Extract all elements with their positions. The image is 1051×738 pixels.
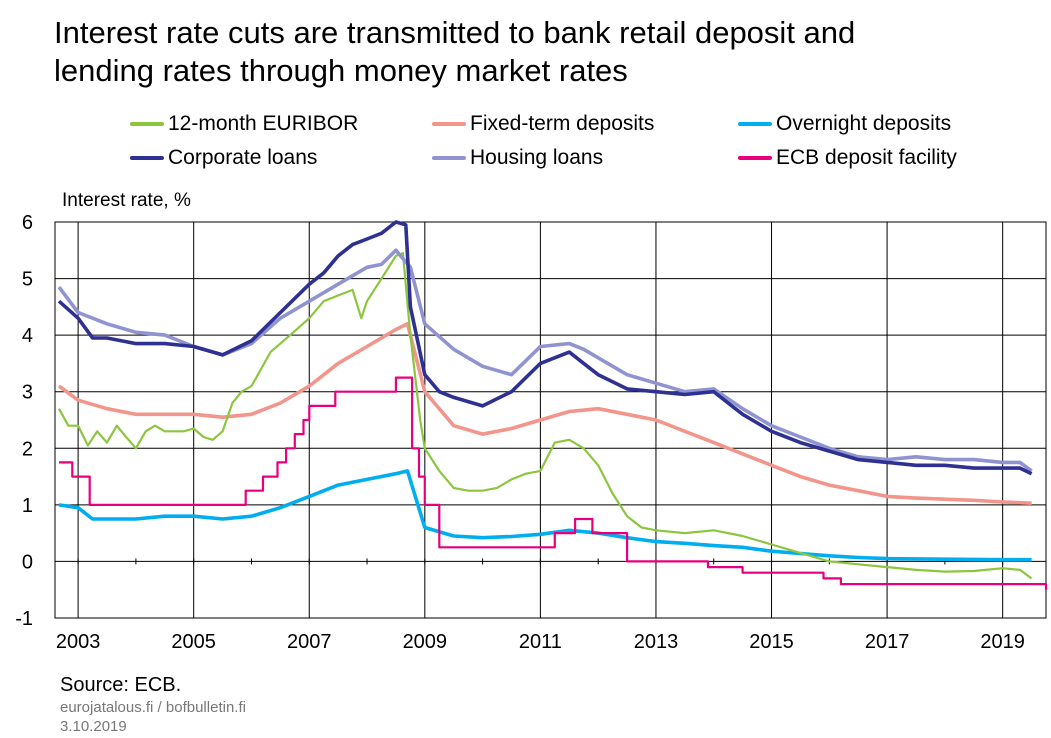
x-tick-label-0: 2003 [56, 631, 101, 653]
footer-date: 3.10.2019 [60, 718, 127, 735]
x-tick-label-5: 2013 [634, 631, 679, 653]
x-tick-label-3: 2009 [403, 631, 448, 653]
y-tick-label-3: 2 [22, 438, 33, 460]
y-tick-label-1: 0 [22, 551, 33, 573]
y-tick-label-7: 6 [22, 212, 33, 234]
chart-title-line-2: lending rates through money market rates [54, 53, 628, 88]
x-tick-label-7: 2017 [865, 631, 910, 653]
y-tick-label-2: 1 [22, 495, 33, 517]
x-tick-label-2: 2007 [287, 631, 332, 653]
y-tick-label-6: 5 [22, 269, 33, 291]
series-line-0 [58, 252, 1033, 580]
x-tick-label-4: 2011 [519, 631, 562, 653]
series-line-1 [57, 322, 1032, 505]
y-tick-label-4: 3 [22, 382, 33, 404]
plot-frame [54, 221, 1047, 619]
chart-title: Interest rate cuts are transmitted to ba… [54, 14, 855, 90]
y-tick-label-0: -1 [15, 608, 33, 630]
x-tick-label-1: 2005 [171, 631, 216, 653]
series-line-3 [57, 220, 1033, 476]
chart-title-line-1: Interest rate cuts are transmitted to ba… [54, 15, 856, 50]
footer-site: eurojatalous.fi / bofbulletin.fi [60, 699, 246, 716]
source-note: Source: ECB. [60, 674, 182, 696]
x-tick-label-8: 2019 [980, 631, 1025, 653]
y-axis-label: Interest rate, % [62, 190, 191, 211]
series-line-5 [59, 376, 1048, 590]
x-tick-label-6: 2015 [749, 631, 794, 653]
series-line-2 [58, 469, 1032, 562]
y-tick-label-5: 4 [22, 325, 33, 347]
